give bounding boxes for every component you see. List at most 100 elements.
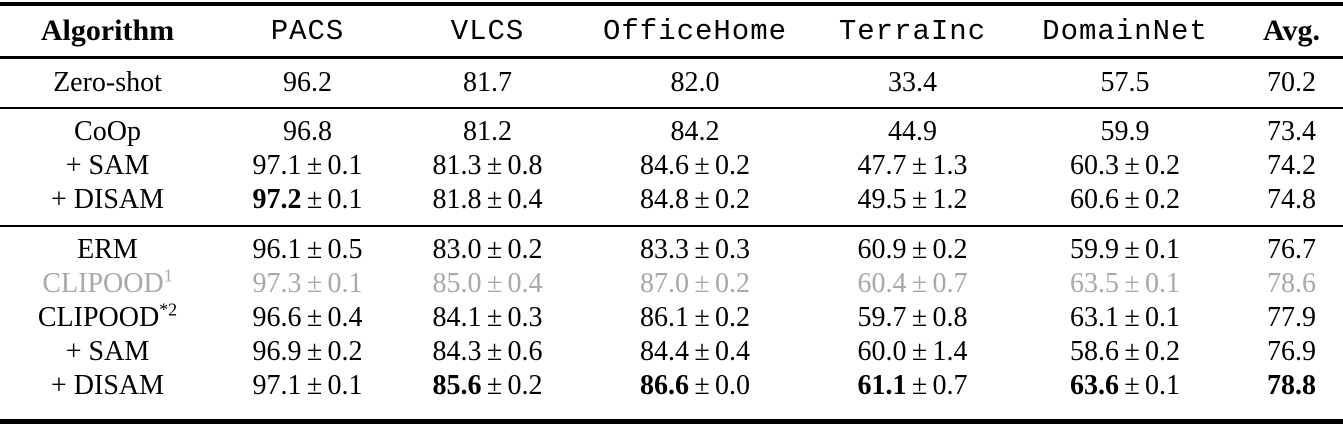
mean-value: 49.5 (857, 184, 907, 215)
algorithm-label: ERM (77, 234, 138, 265)
mean-value: 84.6 (640, 150, 689, 181)
std-value: 0.8 (507, 150, 543, 181)
plus-minus-symbol: ± (694, 234, 710, 265)
table-row: ERM 96.1 ±0.5 83.0 ±0.2 83.3 ±0.3 60.9 ±0.2 59.9 ±… (0, 233, 1343, 267)
mean-value: 84.2 (670, 116, 720, 147)
mean-value: 59.7 (857, 302, 907, 333)
value-cell-pacs: 96.8 (215, 118, 400, 146)
value-cell-officehome: 84.8 ±0.2 (575, 186, 815, 214)
value-cell-avg: 78.6 (1240, 270, 1343, 298)
mean-value: 84.1 (432, 302, 482, 333)
table-row: CoOp 96.8 81.2 84.2 44.9 59.9 73.4 (0, 115, 1343, 149)
value-cell-officehome: 84.4 ±0.4 (575, 338, 815, 366)
mean-value: 96.2 (283, 67, 332, 98)
value-cell-vlcs: 85.6 ±0.2 (400, 372, 575, 400)
value-cell-domainnet: 59.9 (1010, 118, 1240, 146)
plus-minus-symbol: ± (306, 268, 323, 299)
mean-value: 96.9 (252, 336, 302, 367)
plus-minus-symbol: ± (306, 370, 323, 401)
mean-value: 59.9 (1070, 234, 1119, 265)
value-cell-domainnet: 57.5 (1010, 69, 1240, 97)
group-separator-rule (0, 225, 1343, 227)
std-value: 0.1 (327, 150, 363, 181)
plus-minus-symbol: ± (911, 150, 928, 181)
value-cell-vlcs: 85.0 ±0.4 (400, 270, 575, 298)
value-cell-avg: 74.8 (1240, 186, 1343, 214)
mean-value: 63.5 (1070, 268, 1119, 299)
value-cell-pacs: 96.9 ±0.2 (215, 338, 400, 366)
mean-value: 81.7 (463, 67, 512, 98)
std-value: 1.3 (932, 150, 968, 181)
plus-minus-symbol: ± (486, 268, 503, 299)
std-value: 0.4 (715, 336, 750, 367)
plus-minus-symbol: ± (694, 268, 710, 299)
mean-value: 76.9 (1267, 336, 1316, 367)
std-value: 0.7 (932, 268, 968, 299)
value-cell-vlcs: 81.2 (400, 118, 575, 146)
std-value: 0.4 (507, 184, 543, 215)
value-cell-avg: 76.7 (1240, 236, 1343, 264)
value-cell-pacs: 96.1 ±0.5 (215, 236, 400, 264)
value-cell-avg: 74.2 (1240, 152, 1343, 180)
std-value: 0.7 (932, 370, 968, 401)
std-value: 0.0 (715, 370, 750, 401)
std-value: 0.2 (507, 370, 543, 401)
plus-minus-symbol: ± (1124, 268, 1140, 299)
std-value: 0.2 (1145, 184, 1180, 215)
mean-value: 60.6 (1070, 184, 1119, 215)
std-value: 1.4 (932, 336, 968, 367)
value-cell-officehome: 82.0 (575, 69, 815, 97)
plus-minus-symbol: ± (911, 302, 928, 333)
value-cell-pacs: 97.2 ±0.1 (215, 186, 400, 214)
plus-minus-symbol: ± (486, 336, 503, 367)
algorithm-label: CoOp (74, 116, 141, 147)
std-value: 0.2 (932, 234, 968, 265)
std-value: 0.2 (1145, 150, 1180, 181)
value-cell-domainnet: 58.6 ±0.2 (1010, 338, 1240, 366)
mean-value: 70.2 (1267, 67, 1316, 98)
mean-value: 73.4 (1267, 116, 1316, 147)
std-value: 0.6 (507, 336, 543, 367)
mean-value: 84.3 (432, 336, 482, 367)
row-group-coop: CoOp 96.8 81.2 84.2 44.9 59.9 73.4 + SAM 97.1 ±0.… (0, 109, 1343, 225)
std-value: 0.3 (715, 234, 750, 265)
plus-minus-symbol: ± (306, 302, 323, 333)
mean-value: 58.6 (1070, 336, 1119, 367)
std-value: 0.2 (715, 268, 750, 299)
algorithm-superscript: *2 (159, 299, 178, 320)
mean-value: 60.9 (857, 234, 907, 265)
algorithm-cell: + SAM (0, 338, 215, 366)
plus-minus-symbol: ± (1124, 150, 1140, 181)
column-header-vlcs: VLCS (450, 14, 525, 48)
std-value: 0.1 (1145, 268, 1180, 299)
plus-minus-symbol: ± (694, 302, 710, 333)
header-row: Algorithm PACS VLCS OfficeHome TerraInc Domai… (0, 6, 1343, 56)
mean-value: 85.6 (432, 370, 482, 401)
row-group-erm: ERM 96.1 ±0.5 83.0 ±0.2 83.3 ±0.3 60.9 ±0.2 59.9 ±… (0, 227, 1343, 419)
std-value: 0.4 (507, 268, 543, 299)
value-cell-domainnet: 59.9 ±0.1 (1010, 236, 1240, 264)
std-value: 0.8 (932, 302, 968, 333)
std-value: 0.2 (327, 336, 363, 367)
mean-value: 83.0 (432, 234, 482, 265)
plus-minus-symbol: ± (306, 150, 323, 181)
value-cell-pacs: 96.6 ±0.4 (215, 304, 400, 332)
value-cell-domainnet: 63.6 ±0.1 (1010, 372, 1240, 400)
plus-minus-symbol: ± (486, 302, 503, 333)
mean-value: 84.4 (640, 336, 689, 367)
column-header-domainnet: DomainNet (1042, 14, 1208, 48)
plus-minus-symbol: ± (694, 150, 710, 181)
value-cell-avg: 78.8 (1240, 372, 1343, 400)
mean-value: 96.8 (283, 116, 332, 147)
plus-minus-symbol: ± (1124, 234, 1140, 265)
mean-value: 60.0 (857, 336, 907, 367)
mean-value: 44.9 (888, 116, 937, 147)
column-header-algorithm: Algorithm (40, 14, 175, 47)
algorithm-label: + DISAM (50, 184, 165, 215)
mean-value: 96.1 (252, 234, 302, 265)
value-cell-officehome: 86.1 ±0.2 (575, 304, 815, 332)
plus-minus-symbol: ± (1124, 302, 1140, 333)
plus-minus-symbol: ± (486, 234, 503, 265)
std-value: 0.1 (1145, 370, 1180, 401)
